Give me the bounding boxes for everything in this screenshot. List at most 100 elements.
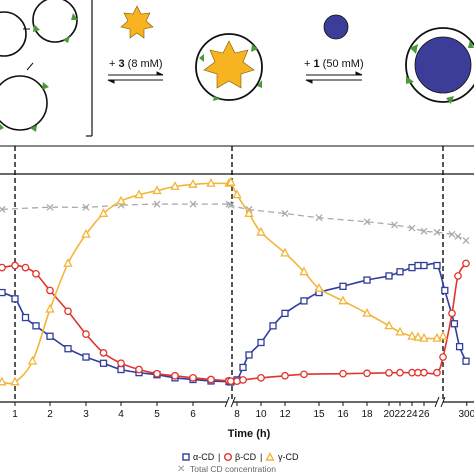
data-point (153, 200, 161, 208)
data-point (433, 261, 441, 270)
data-point (256, 226, 266, 236)
series-total-cd-concentration (0, 200, 470, 245)
axis-break-slash (230, 396, 236, 408)
data-point (188, 179, 198, 188)
x-tick-label: 300 (458, 409, 474, 420)
data-point (227, 377, 235, 386)
data-point (0, 205, 6, 213)
x-tick-label: 24 (406, 409, 418, 420)
data-point (454, 272, 462, 280)
data-point (407, 330, 417, 340)
complex-star-icon (203, 40, 255, 89)
data-point (300, 370, 308, 379)
x-tick-label: 2 (47, 409, 53, 420)
data-point (363, 276, 371, 284)
x-tick-label: 12 (279, 409, 291, 420)
legend-label-beta: β-CD (235, 452, 257, 462)
data-point (170, 181, 180, 190)
legend-label-alpha: α-CD (193, 452, 215, 462)
data-point (27, 355, 38, 365)
data-point (269, 322, 277, 330)
data-point (339, 282, 347, 290)
data-point (0, 288, 6, 297)
data-point (10, 376, 20, 386)
data-point (454, 232, 462, 240)
legend-item-beta: β-CD (223, 452, 257, 462)
data-point (450, 320, 459, 328)
x-axis-title: Time (h) (228, 428, 271, 440)
data-point (385, 368, 393, 377)
reaction-scheme: + 3 (8 mM) + 1 (50 mM) (0, 0, 474, 137)
data-point (64, 345, 72, 353)
data-point (98, 208, 109, 217)
data-point (152, 185, 162, 195)
guest-1-disc-icon (323, 14, 349, 40)
data-point (300, 297, 308, 305)
x-tick-label: 15 (313, 409, 325, 420)
data-point (257, 338, 265, 347)
data-point (21, 313, 30, 322)
data-point (239, 376, 247, 384)
data-point (414, 261, 422, 270)
data-point (281, 309, 289, 318)
legend: α-CD | β-CD | γ-CD ✕ Total CD concentrat… (177, 452, 299, 474)
data-point (257, 373, 265, 382)
data-point (227, 201, 235, 209)
data-point (419, 332, 429, 342)
data-point (244, 208, 254, 217)
data-point (441, 286, 449, 295)
chart-area: 1 2 3 4 5 6 8 10 12 15 16 18 20 22 24 26 300 Time (h) (0, 145, 474, 440)
legend-item-gamma: γ-CD (265, 452, 299, 462)
guest-3-star-icon (120, 5, 154, 39)
legend-circle-marker (223, 453, 232, 462)
series-layer (0, 176, 470, 386)
series--cd (0, 261, 470, 386)
data-point (395, 326, 405, 336)
x-tick-label: 3 (83, 409, 89, 420)
data-point (226, 176, 236, 186)
data-point (207, 375, 215, 384)
gamma-cd-green-segments (199, 44, 262, 101)
ring-green-segments (0, 13, 78, 132)
svg-text:+ 1 (50 mM): + 1 (50 mM) (304, 58, 364, 70)
x-tick-label: 4 (118, 409, 124, 420)
svg-text:|: | (260, 452, 262, 462)
data-point (314, 283, 324, 292)
data-point (117, 359, 125, 368)
axis-break-slash (434, 396, 440, 408)
data-point (64, 307, 72, 316)
data-point (245, 351, 253, 359)
x-tick-label: 26 (418, 409, 430, 420)
data-point (32, 322, 40, 330)
complex-disc-icon (414, 36, 472, 94)
data-point (153, 369, 161, 378)
data-point (232, 189, 242, 199)
data-point (448, 230, 456, 238)
data-point (11, 295, 19, 303)
equilibrium-arrows-small (23, 28, 34, 71)
ring-bottom (0, 75, 48, 131)
data-point (99, 359, 108, 367)
data-point (82, 353, 90, 361)
data-point (433, 368, 441, 377)
data-point (189, 200, 197, 208)
x-tick-label: 10 (255, 409, 267, 420)
data-point (363, 369, 371, 378)
ring-small-top (32, 0, 78, 43)
data-point (46, 286, 54, 295)
data-point (462, 237, 470, 245)
data-point (362, 307, 372, 317)
legend-item-total: ✕ Total CD concentration (177, 464, 276, 474)
data-point (21, 263, 30, 272)
axis-break-slash (224, 396, 230, 408)
legend-label-gamma: γ-CD (278, 452, 299, 462)
data-point (281, 371, 289, 380)
data-point (462, 259, 470, 268)
cd-rings-cluster (0, 0, 78, 131)
x-axis-breaks (224, 396, 446, 408)
data-point (206, 177, 216, 187)
data-point (32, 269, 40, 278)
series-line (1, 262, 467, 383)
data-point (233, 377, 241, 386)
